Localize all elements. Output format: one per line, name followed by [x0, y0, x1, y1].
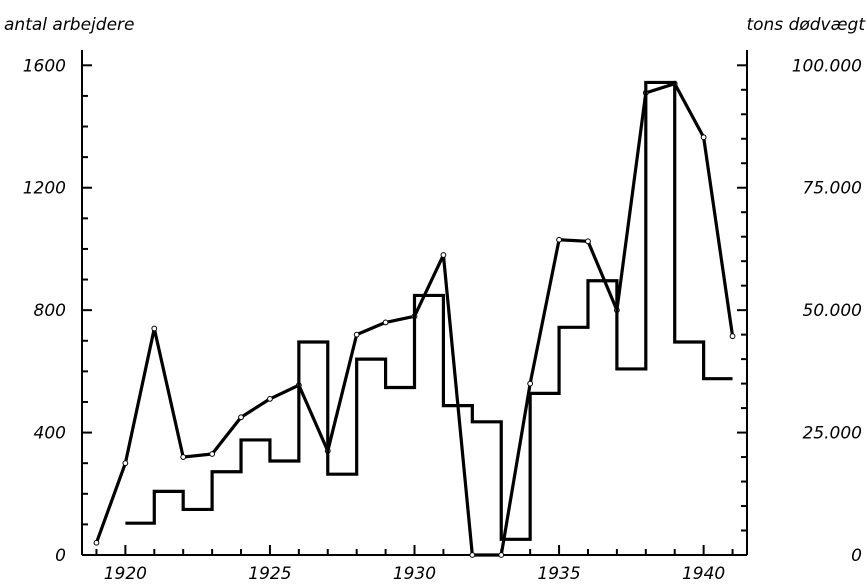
workers-point [585, 238, 591, 245]
right-axis-label: tons dødvægt [746, 15, 866, 35]
left-tick-label: 0 [55, 546, 66, 566]
right-tick-label: 0 [851, 546, 862, 566]
workers-point [729, 333, 736, 340]
workers-point [209, 451, 216, 457]
workers-point [151, 325, 158, 332]
workers-point [238, 414, 244, 421]
workers-point [469, 552, 476, 558]
left-axis-label: antal arbejdere [4, 15, 134, 35]
workers-point [498, 552, 505, 558]
series-group [93, 80, 736, 558]
workers-point [93, 539, 100, 546]
workers-point [353, 331, 360, 338]
left-tick-label: 1600 [23, 56, 66, 76]
left-tick-label: 1200 [23, 179, 66, 199]
workers-point [267, 396, 273, 402]
right-tick-label: 100.000 [792, 56, 862, 76]
right-tick-label: 50.000 [803, 301, 862, 321]
x-tick-label: 1935 [537, 564, 580, 584]
left-tick-label: 800 [34, 301, 66, 321]
workers-point [556, 236, 562, 243]
x-tick-label: 1930 [393, 564, 436, 584]
right-tick-label: 75.000 [803, 179, 862, 199]
x-tick-label: 1940 [682, 564, 725, 584]
tonnage-step-line [125, 80, 733, 541]
left-tick-label: 400 [34, 424, 66, 444]
workers-point [440, 252, 447, 258]
workers-point [122, 460, 129, 467]
right-tick-label: 25.000 [803, 424, 862, 444]
x-tick-label: 1925 [248, 564, 291, 584]
x-tick-label: 1920 [104, 564, 147, 584]
workers-point [527, 380, 534, 387]
workers-point [180, 454, 187, 460]
workers-point [382, 319, 389, 326]
axes: 1920 1925 1930 1935 1940 0 400 800 1200 1600 0 25.0… [23, 50, 862, 584]
workers-point [700, 134, 707, 141]
